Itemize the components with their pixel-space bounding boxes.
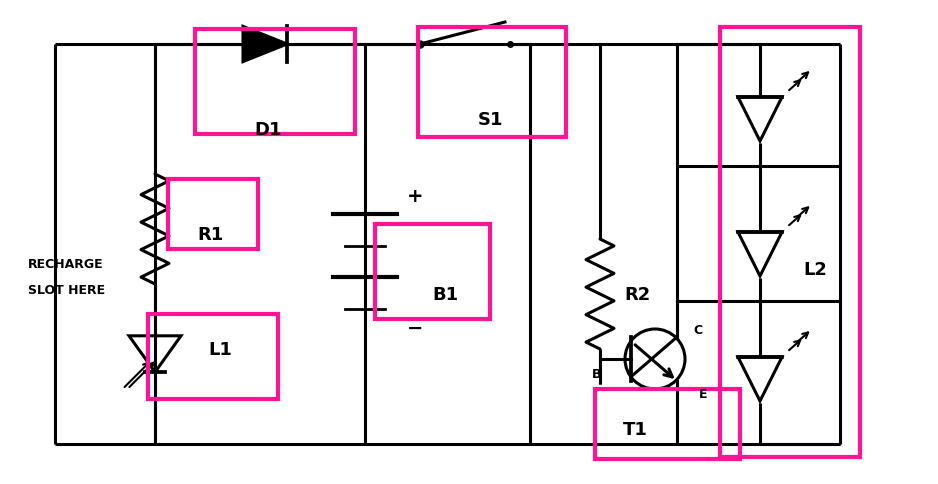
Text: L1: L1 [208,340,232,358]
Text: D1: D1 [254,121,281,139]
Text: T1: T1 [623,420,647,438]
Text: S1: S1 [477,111,503,129]
Text: −: − [407,318,423,337]
Text: R2: R2 [625,286,651,303]
Text: +: + [407,187,423,206]
Text: R1: R1 [197,226,223,243]
Text: SLOT HERE: SLOT HERE [28,283,105,296]
Text: C: C [693,323,703,336]
Text: RECHARGE: RECHARGE [28,258,103,271]
Text: B: B [592,368,602,381]
Bar [418,28,566,138]
Bar [375,225,490,319]
Polygon shape [738,98,782,142]
Text: B1: B1 [431,286,458,303]
Bar [720,28,860,457]
Bar [148,314,278,399]
Text: L2: L2 [803,260,827,278]
Polygon shape [738,357,782,401]
Text: E: E [699,388,707,401]
Bar [195,30,355,135]
Bar [595,389,740,459]
Polygon shape [243,27,287,62]
Polygon shape [738,232,782,276]
Bar [168,180,258,249]
